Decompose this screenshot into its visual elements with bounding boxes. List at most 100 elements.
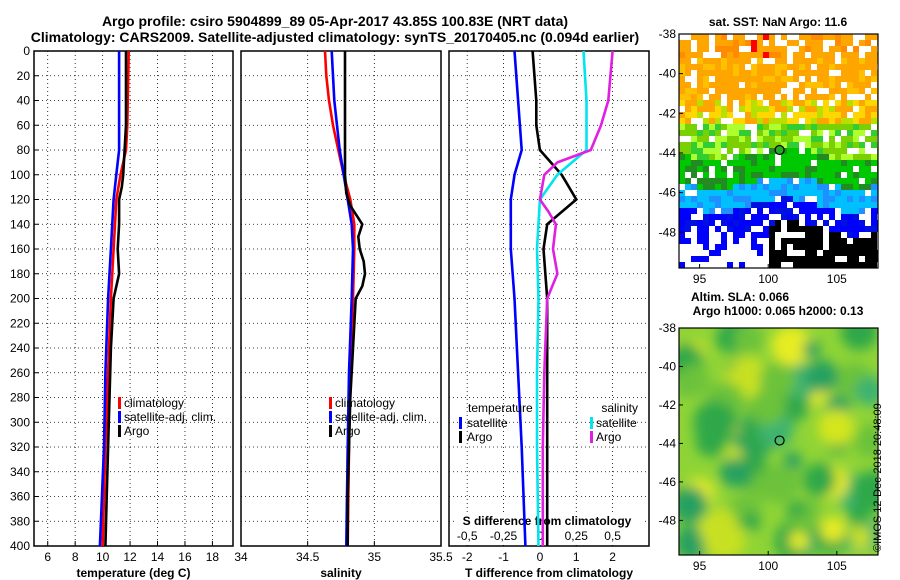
sst-cell: [763, 244, 770, 251]
sst-cell: [745, 76, 752, 83]
sst-cell: [865, 208, 872, 215]
sst-cell: [679, 88, 686, 95]
sst-cell: [733, 46, 740, 53]
sst-cell: [841, 262, 848, 268]
sst-cell: [733, 76, 740, 83]
sst-cell: [763, 238, 770, 245]
sst-cell: [811, 94, 818, 101]
sst-cell: [679, 124, 686, 131]
sst-cell: [679, 232, 686, 239]
sst-cell: [853, 178, 860, 185]
sst-cell: [871, 232, 878, 239]
sst-cell: [871, 76, 878, 83]
sst-cell: [865, 196, 872, 203]
sst-cell: [721, 124, 728, 131]
sla-blob: [852, 470, 878, 513]
sst-cell: [745, 244, 752, 251]
sst-cell: [859, 136, 866, 143]
sst-cell: [775, 214, 782, 221]
sst-cell: [745, 226, 752, 233]
sst-cell: [793, 46, 800, 53]
sst-cell: [811, 250, 818, 257]
sst-cell: [757, 136, 764, 143]
sla-blob: [788, 530, 809, 551]
sst-cell: [685, 220, 692, 227]
sst-cell: [757, 226, 764, 233]
sst-cell: [865, 226, 872, 233]
sst-cell: [775, 52, 782, 59]
sst-cell: [709, 106, 716, 113]
sst-cell: [727, 202, 734, 209]
sst-cell: [769, 244, 776, 251]
sst-cell: [835, 124, 842, 131]
sst-cell: [697, 94, 704, 101]
sst-cell: [865, 238, 872, 245]
sst-cell: [739, 184, 746, 191]
sst-cell: [805, 106, 812, 113]
x-tick-label-salinity-difference: -0,5: [457, 529, 478, 543]
sst-cell: [727, 196, 734, 203]
sst-cell: [853, 172, 860, 179]
sst-cell: [709, 184, 716, 191]
sst-cell: [841, 196, 848, 203]
sst-cell: [715, 232, 722, 239]
sla-blob: [820, 516, 846, 543]
sst-cell: [841, 106, 848, 113]
sst-cell: [853, 256, 860, 263]
sst-cell: [691, 88, 698, 95]
sst-cell: [823, 256, 830, 263]
sst-cell: [763, 88, 770, 95]
sst-cell: [697, 166, 704, 173]
panel-frame: [240, 50, 442, 547]
sst-cell: [835, 190, 842, 197]
sst-cell: [727, 136, 734, 143]
sst-cell: [805, 76, 812, 83]
y-tick-label: 200: [10, 292, 30, 306]
sst-cell: [709, 52, 716, 59]
chart-title-line1: Argo profile: csiro 5904899_89 05-Apr-20…: [101, 13, 569, 29]
sst-cell: [721, 142, 728, 149]
sst-cell: [829, 214, 836, 221]
legend-label: satellite: [596, 416, 637, 430]
sst-cell: [805, 244, 812, 251]
map-x-tick-label: 105: [827, 559, 847, 573]
map-y-tick-label: -40: [659, 359, 677, 373]
profile-panel-temperature: [33, 50, 234, 547]
sst-cell: [799, 154, 806, 161]
sst-cell: [799, 184, 806, 191]
sst-cell: [835, 94, 842, 101]
sst-cell: [841, 94, 848, 101]
sst-cell: [721, 70, 728, 77]
y-tick-label: 80: [17, 143, 31, 157]
sst-cell: [721, 40, 728, 47]
sst-cell: [805, 100, 812, 107]
sst-cell: [847, 220, 854, 227]
sst-cell: [733, 154, 740, 161]
sst-cell: [697, 88, 704, 95]
map-y-tick-label: -46: [659, 475, 677, 489]
sst-cell: [709, 64, 716, 71]
sst-cell: [781, 226, 788, 233]
sst-cell: [697, 154, 704, 161]
sst-cell: [679, 118, 686, 125]
sst-cell: [721, 64, 728, 71]
sst-cell: [811, 196, 818, 203]
sst-cell: [865, 70, 872, 77]
sst-cell: [733, 82, 740, 89]
sst-cell: [817, 142, 824, 149]
sst-cell: [727, 82, 734, 89]
sst-cell: [847, 100, 854, 107]
sst-cell: [739, 34, 746, 41]
sst-cell: [739, 82, 746, 89]
sst-cell: [811, 220, 818, 227]
sst-cell: [757, 64, 764, 71]
sst-cell: [697, 46, 704, 53]
sst-cell: [721, 262, 728, 268]
sst-cell: [871, 100, 878, 107]
sst-cell: [835, 226, 842, 233]
sst-cell: [697, 220, 704, 227]
sst-cell: [751, 106, 758, 113]
sst-cell: [721, 100, 728, 107]
sst-cell: [817, 52, 824, 59]
